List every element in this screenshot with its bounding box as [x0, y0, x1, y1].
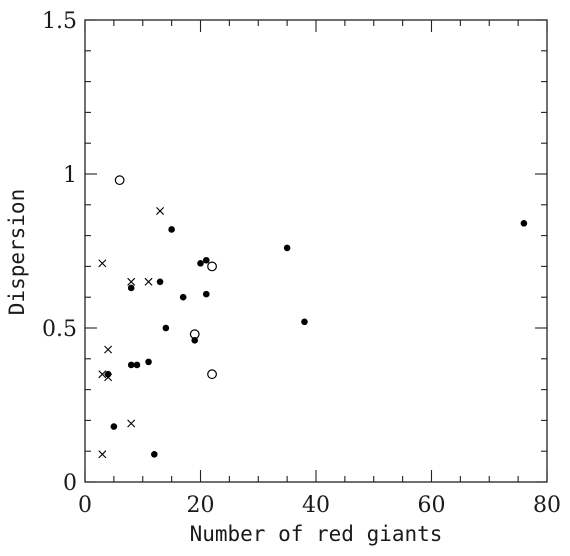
point-filled — [168, 226, 175, 233]
point-cross — [98, 259, 107, 268]
data-points — [98, 175, 528, 459]
point-open — [114, 175, 125, 186]
point-filled — [283, 244, 291, 252]
y-axis-title: Dispersion — [5, 189, 29, 315]
point-cross — [127, 277, 136, 286]
y-tick-label: 1 — [63, 163, 77, 188]
point-cross — [144, 277, 153, 286]
point-filled — [151, 450, 158, 458]
point-cross — [127, 419, 136, 428]
axes — [84, 19, 548, 483]
point-filled — [202, 256, 210, 264]
tick-labels: 0 20 40 60 80 0 0.5 1 1.5 — [42, 9, 561, 518]
point-cross — [104, 345, 113, 354]
point-filled — [127, 361, 135, 369]
y-tick-label: 1.5 — [42, 9, 77, 34]
y-tick-label: 0 — [63, 471, 77, 496]
point-filled — [197, 260, 204, 267]
point-cross — [156, 206, 165, 215]
point-open — [207, 261, 217, 272]
point-cross — [98, 370, 107, 379]
x-tick-label: 0 — [78, 493, 92, 518]
point-cross — [98, 450, 107, 459]
point-filled — [145, 358, 152, 366]
x-tick-label: 80 — [533, 493, 561, 518]
point-filled — [520, 219, 528, 227]
axis-ticks — [84, 19, 548, 483]
point-open — [207, 369, 217, 380]
x-axis-title: Number of red giants — [190, 522, 443, 546]
point-open — [189, 329, 200, 340]
point-filled — [162, 324, 170, 332]
x-tick-label: 40 — [302, 493, 330, 518]
point-filled — [301, 318, 308, 326]
point-filled — [133, 361, 141, 369]
point-cross — [104, 373, 113, 382]
x-tick-label: 60 — [418, 493, 446, 518]
point-filled — [156, 278, 164, 286]
x-tick-label: 20 — [187, 493, 215, 518]
point-filled — [127, 284, 135, 292]
plot-frame — [84, 19, 548, 483]
point-filled — [202, 290, 210, 298]
y-tick-label: 0.5 — [42, 317, 77, 342]
point-filled — [179, 293, 187, 301]
point-filled — [110, 423, 118, 430]
